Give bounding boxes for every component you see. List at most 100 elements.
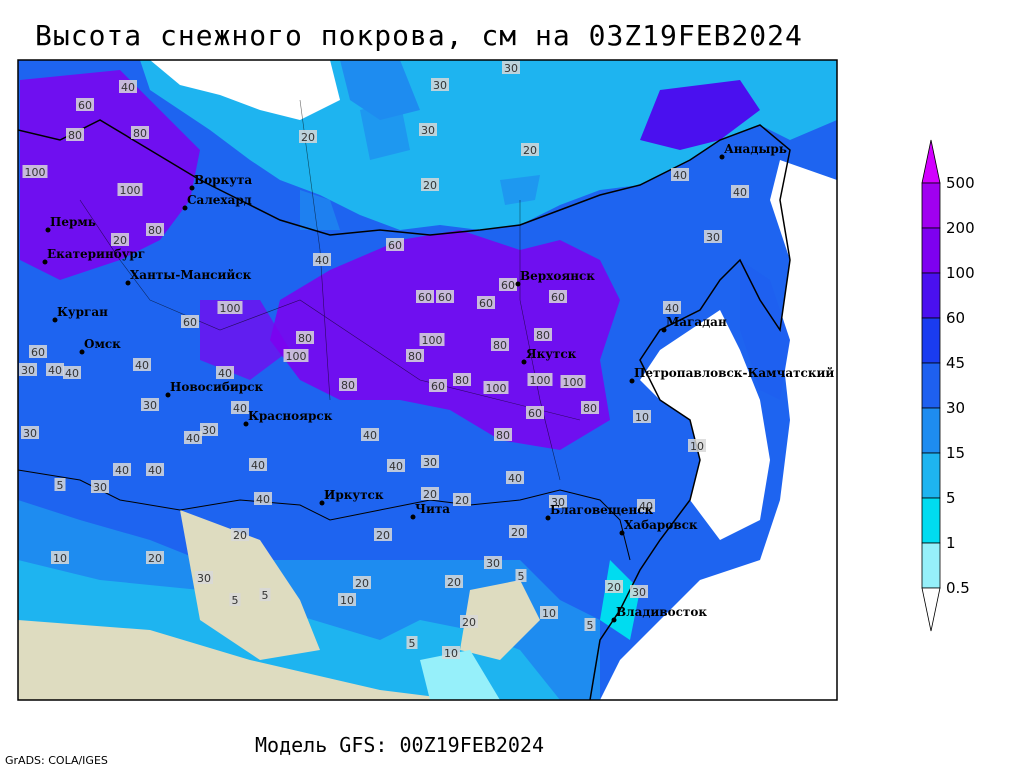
contour-label: 30 [197,572,211,585]
city-dot [243,421,249,427]
contour-label: 60 [501,279,515,292]
contour-label-box [51,551,69,564]
contour-label: 80 [341,379,355,392]
contour-label-box [254,492,272,505]
contour-label: 60 [31,346,45,359]
city-dot [52,317,58,323]
contour-label-box [509,525,527,538]
contour-label: 60 [479,297,493,310]
contour-label: 30 [423,456,437,469]
contour-label-box [527,373,553,386]
contour-label-box [46,363,64,376]
contour-label: 40 [121,81,135,94]
contour-label-box [460,615,478,628]
contour-label-box [483,381,509,394]
contour-label-box [494,428,512,441]
contour-label-box [200,423,218,436]
legend-swatch [921,272,941,319]
contour-label-box [540,606,558,619]
contour-label: 20 [523,144,537,157]
contour-label: 20 [376,529,390,542]
contour-label-box [560,375,586,388]
contour-label: 80 [496,429,510,442]
contour-label: 30 [551,496,565,509]
contour-label-box [216,366,234,379]
city-dot [521,359,527,365]
contour-label-box [419,333,445,346]
contour-label: 20 [462,616,476,629]
contour-label-box [181,315,199,328]
contour-label: 100 [563,376,584,389]
legend-label: 30 [946,399,965,417]
contour-label-box [76,98,94,111]
legend-swatch [921,497,941,544]
contour-label-box [477,296,495,309]
city-dot [619,530,625,536]
contour-label-box [429,379,447,392]
city-dot [410,514,416,520]
map-area: 30 30 30 20 20 20 40 60 80 80 100 100 80 20 40 60 60 60 60… [18,60,837,700]
contour-label-box [663,301,681,314]
contour-label: 40 [148,464,162,477]
contour-label-box [549,290,567,303]
city-dot [719,154,725,160]
contour-label: 40 [389,460,403,473]
contour-label-box [491,338,509,351]
contour-label-box [526,406,544,419]
kamchatka [740,260,790,400]
coastline [18,119,791,700]
contour-label: 60 [431,380,445,393]
city-label: Пермь [50,215,96,229]
city-label: Магадан [666,315,727,329]
contour-label: 20 [607,581,621,594]
contour-labels: 30 30 30 20 20 20 40 60 80 80 100 100 80 20 40 60 60 60 60… [19,61,749,660]
contour-label-box [29,345,47,358]
contour-label: 30 [632,586,646,599]
contour-label: 80 [536,329,550,342]
contour-label-box [387,459,405,472]
contour-label-box [299,130,317,143]
contour-label-box [421,487,439,500]
bare-ground [18,620,460,700]
contour-label-box [416,290,434,303]
contour-label: 80 [583,402,597,415]
city-dot [189,185,195,191]
contour-label-box [406,636,418,649]
legend-label: 1 [946,534,956,552]
legend-label: 100 [946,264,975,282]
city-label: Благовещенск [550,503,654,517]
contour-label-box [119,80,137,93]
city-dot [611,617,617,623]
contour-label: 20 [148,552,162,565]
contour-label-box [637,499,655,512]
snow-60 [640,80,760,150]
contour-label-box [217,301,243,314]
legend-swatch [921,407,941,454]
contour-label-box [549,495,567,508]
contour-label-box [66,128,84,141]
contour-label-box [581,401,599,414]
city-dot [165,392,171,398]
city-dot [45,227,51,233]
contour-label: 40 [665,302,679,315]
contour-label-box [231,401,249,414]
contour-label: 30 [504,62,518,75]
contour-label-box [453,493,471,506]
contour-label: 60 [551,291,565,304]
cities: Воркута Салехард Пермь Екатеринбург Ханты-Ма… [42,142,834,623]
contour-label-box [91,480,109,493]
contour-label-box [21,426,39,439]
contour-label: 100 [486,382,507,395]
contour-label: 40 [233,402,247,415]
contour-label-box [499,278,517,291]
credit: GrADS: COLA/IGES [5,754,108,767]
contour-label-box [195,571,213,584]
contour-label-box [313,253,331,266]
city-label: Верхоянск [520,269,595,283]
contour-label: 40 [256,493,270,506]
thin-snow [420,650,500,700]
legend-label: 0.5 [946,579,970,597]
contour-label: 40 [65,367,79,380]
map-title: Высота снежного покрова, см на 03Z19FEB2… [35,19,803,52]
contour-label-box [431,78,449,91]
